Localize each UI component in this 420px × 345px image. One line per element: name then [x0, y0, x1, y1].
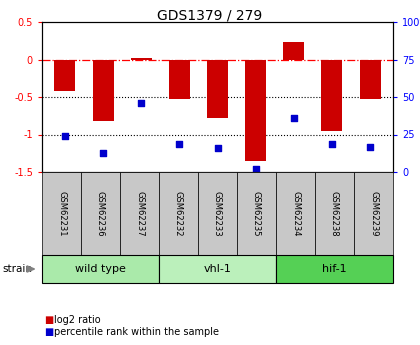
Bar: [131, 58, 152, 59]
Text: vhl-1: vhl-1: [204, 264, 231, 274]
Bar: [245, 59, 266, 161]
Text: GSM62235: GSM62235: [252, 191, 261, 236]
Bar: [55, 59, 75, 91]
Point: [367, 144, 373, 149]
Text: log2 ratio: log2 ratio: [54, 315, 100, 325]
Bar: [169, 59, 190, 99]
Text: GSM62233: GSM62233: [213, 191, 222, 236]
Text: GSM62236: GSM62236: [96, 191, 105, 236]
Text: GSM62234: GSM62234: [291, 191, 300, 236]
Text: ■: ■: [44, 327, 53, 337]
Point: [252, 166, 259, 172]
Point: [214, 145, 221, 151]
Text: percentile rank within the sample: percentile rank within the sample: [54, 327, 219, 337]
Text: GSM62238: GSM62238: [330, 191, 339, 236]
Point: [138, 100, 144, 106]
Text: ■: ■: [44, 315, 53, 325]
Text: GSM62231: GSM62231: [57, 191, 66, 236]
Text: GSM62237: GSM62237: [135, 191, 144, 236]
Text: hif-1: hif-1: [322, 264, 347, 274]
Text: GSM62239: GSM62239: [369, 191, 378, 236]
Bar: [207, 59, 228, 118]
Point: [291, 115, 297, 121]
Point: [176, 141, 183, 146]
Point: [328, 141, 335, 146]
Text: strain: strain: [2, 264, 32, 274]
Text: GSM62232: GSM62232: [174, 191, 183, 236]
Bar: [321, 59, 342, 131]
Text: wild type: wild type: [75, 264, 126, 274]
Bar: [360, 59, 381, 99]
Bar: [92, 59, 113, 121]
Bar: [284, 42, 304, 59]
Point: [100, 150, 106, 155]
Point: [62, 133, 68, 139]
Text: GDS1379 / 279: GDS1379 / 279: [158, 9, 262, 23]
